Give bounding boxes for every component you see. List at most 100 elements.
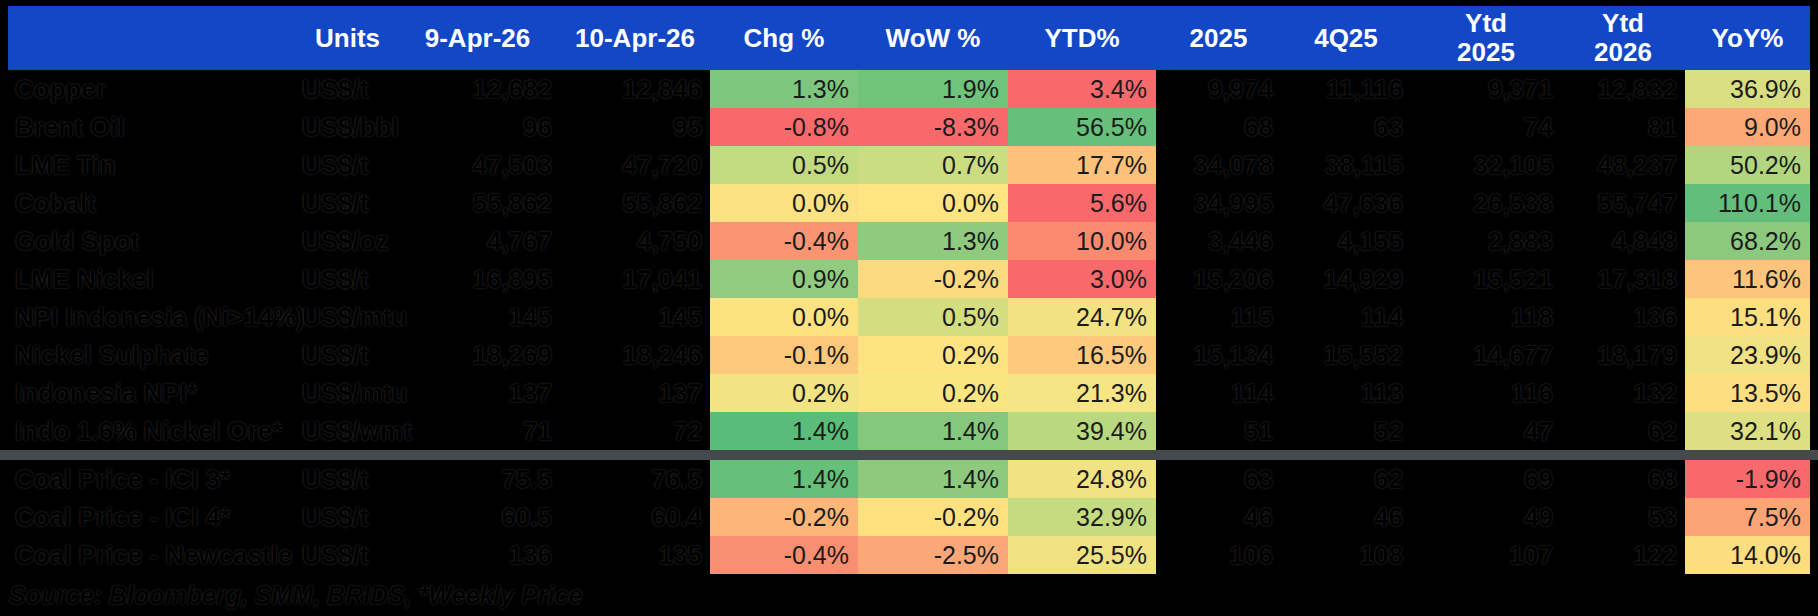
avg-4q25-cell: 46	[1281, 498, 1411, 536]
yoy-pct-cell: 9.0%	[1685, 108, 1810, 146]
wow-pct-cell: 0.0%	[858, 184, 1008, 222]
price-10apr-cell: 12,846	[560, 70, 710, 108]
chg-pct-cell: 0.9%	[710, 260, 858, 298]
ytd-2025-cell: 47	[1411, 412, 1561, 450]
chg-pct-cell: -0.1%	[710, 336, 858, 374]
price-9apr-cell: 96	[395, 108, 560, 146]
price-9apr-cell: 71	[395, 412, 560, 450]
wow-pct-cell: -8.3%	[858, 108, 1008, 146]
ytd-2025-cell: 14,677	[1411, 336, 1561, 374]
avg-4q25-cell: 4,155	[1281, 222, 1411, 260]
ytd-pct-cell: 16.5%	[1008, 336, 1156, 374]
price-9apr-cell: 145	[395, 298, 560, 336]
wow-pct-cell: 1.4%	[858, 412, 1008, 450]
ytd-2026-cell: 17,318	[1561, 260, 1685, 298]
yoy-pct-cell: 13.5%	[1685, 374, 1810, 412]
avg-4q25-cell: 14,929	[1281, 260, 1411, 298]
row-label: Brent Oil	[8, 108, 300, 146]
table-row: CopperUS$/t12,68212,8461.3%1.9%3.4%9,974…	[8, 70, 1810, 108]
ytd-2026-cell: 55,747	[1561, 184, 1685, 222]
wow-pct-cell: -0.2%	[858, 498, 1008, 536]
wow-pct-cell: 0.2%	[858, 336, 1008, 374]
row-label: Coal Price - ICI 4*	[8, 498, 300, 536]
chg-pct-cell: 0.5%	[710, 146, 858, 184]
table-row: Indo 1.6% Nickel Ore*US$/wmt71721.4%1.4%…	[8, 412, 1810, 450]
row-label: Indo 1.6% Nickel Ore*	[8, 412, 300, 450]
header-2025: 2025	[1156, 24, 1281, 53]
units-cell: US$/t	[300, 536, 395, 574]
commodity-price-table: Units 9-Apr-26 10-Apr-26 Chg % WoW % YTD…	[0, 6, 1818, 616]
units-cell: US$/t	[300, 460, 395, 498]
ytd-2026-cell: 68	[1561, 460, 1685, 498]
table-row: NPI Indonesia (Ni>14%)US$/mtu1451450.0%0…	[8, 298, 1810, 336]
ytd-pct-cell: 3.4%	[1008, 70, 1156, 108]
avg-2025-cell: 34,078	[1156, 146, 1281, 184]
chg-pct-cell: -0.8%	[710, 108, 858, 146]
units-cell: US$/t	[300, 184, 395, 222]
source-note: Source: Bloomberg, SMM, BRIDS, *Weekly P…	[9, 581, 1818, 610]
price-10apr-cell: 60.4	[560, 498, 710, 536]
table-row: Nickel SulphateUS$/t18,26918,246-0.1%0.2…	[8, 336, 1810, 374]
units-cell: US$/wmt	[300, 412, 395, 450]
avg-4q25-cell: 63	[1281, 108, 1411, 146]
avg-4q25-cell: 113	[1281, 374, 1411, 412]
row-label: Indonesia NPI*	[8, 374, 300, 412]
metals-energy-rows: CopperUS$/t12,68212,8461.3%1.9%3.4%9,974…	[8, 70, 1810, 450]
ytd-2025-cell: 69	[1411, 460, 1561, 498]
chg-pct-cell: 1.4%	[710, 460, 858, 498]
header-ytd-pct: YTD%	[1008, 24, 1156, 53]
chg-pct-cell: 0.0%	[710, 298, 858, 336]
header-chg-pct: Chg %	[710, 24, 858, 53]
price-10apr-cell: 72	[560, 412, 710, 450]
chg-pct-cell: -0.4%	[710, 536, 858, 574]
avg-2025-cell: 15,134	[1156, 336, 1281, 374]
ytd-2026-cell: 81	[1561, 108, 1685, 146]
units-cell: US$/mtu	[300, 374, 395, 412]
ytd-pct-cell: 21.3%	[1008, 374, 1156, 412]
price-10apr-cell: 55,862	[560, 184, 710, 222]
chg-pct-cell: 0.2%	[710, 374, 858, 412]
header-units: Units	[300, 24, 395, 53]
ytd-pct-cell: 24.7%	[1008, 298, 1156, 336]
table-row: Coal Price - NewcastleUS$/t136135-0.4%-2…	[8, 536, 1810, 574]
header-ytd-2025-bottom: 2025	[1457, 38, 1515, 67]
avg-2025-cell: 106	[1156, 536, 1281, 574]
yoy-pct-cell: 32.1%	[1685, 412, 1810, 450]
units-cell: US$/oz	[300, 222, 395, 260]
ytd-2025-cell: 74	[1411, 108, 1561, 146]
wow-pct-cell: 0.2%	[858, 374, 1008, 412]
price-9apr-cell: 47,503	[395, 146, 560, 184]
units-cell: US$/t	[300, 260, 395, 298]
ytd-pct-cell: 17.7%	[1008, 146, 1156, 184]
units-cell: US$/t	[300, 336, 395, 374]
price-9apr-cell: 16,895	[395, 260, 560, 298]
table-row: Coal Price - ICI 4*US$/t60.560.4-0.2%-0.…	[8, 498, 1810, 536]
row-label: Coal Price - Newcastle	[8, 536, 300, 574]
yoy-pct-cell: 50.2%	[1685, 146, 1810, 184]
price-9apr-cell: 137	[395, 374, 560, 412]
price-10apr-cell: 17,041	[560, 260, 710, 298]
header-date-apr9: 9-Apr-26	[395, 24, 560, 53]
yoy-pct-cell: 7.5%	[1685, 498, 1810, 536]
avg-2025-cell: 46	[1156, 498, 1281, 536]
yoy-pct-cell: 23.9%	[1685, 336, 1810, 374]
table-row: LME NickelUS$/t16,89517,0410.9%-0.2%3.0%…	[8, 260, 1810, 298]
ytd-2026-cell: 122	[1561, 536, 1685, 574]
wow-pct-cell: -2.5%	[858, 536, 1008, 574]
row-label: Gold Spot	[8, 222, 300, 260]
ytd-2025-cell: 32,105	[1411, 146, 1561, 184]
price-9apr-cell: 4,767	[395, 222, 560, 260]
yoy-pct-cell: 14.0%	[1685, 536, 1810, 574]
ytd-pct-cell: 25.5%	[1008, 536, 1156, 574]
section-divider	[0, 450, 1818, 460]
table-row: CobaltUS$/t55,86255,8620.0%0.0%5.6%34,99…	[8, 184, 1810, 222]
ytd-2025-cell: 116	[1411, 374, 1561, 412]
header-4q25: 4Q25	[1281, 24, 1411, 53]
price-9apr-cell: 75.5	[395, 460, 560, 498]
avg-2025-cell: 68	[1156, 108, 1281, 146]
row-label: LME Tin	[8, 146, 300, 184]
avg-2025-cell: 15,206	[1156, 260, 1281, 298]
units-cell: US$/t	[300, 498, 395, 536]
table-row: LME TinUS$/t47,50347,7200.5%0.7%17.7%34,…	[8, 146, 1810, 184]
avg-4q25-cell: 108	[1281, 536, 1411, 574]
